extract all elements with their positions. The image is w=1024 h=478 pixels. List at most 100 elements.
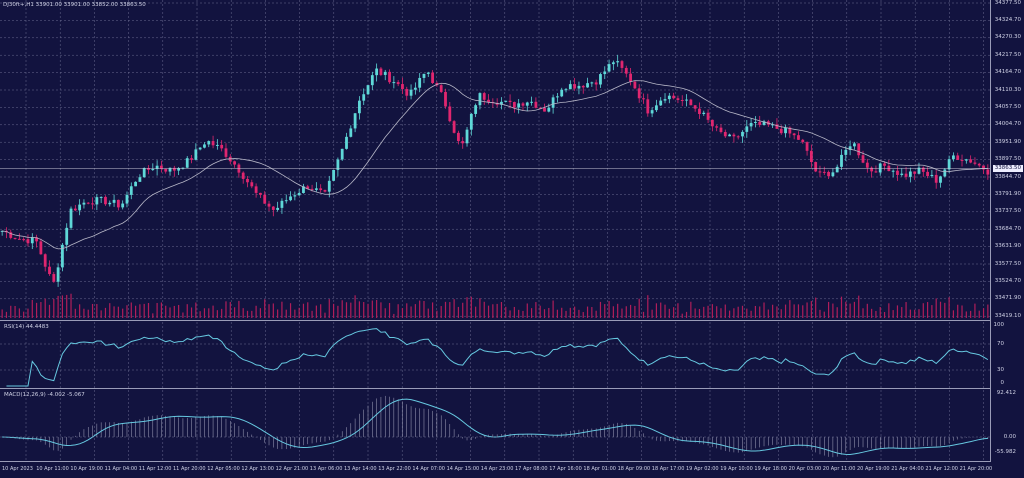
volume-bar (264, 299, 266, 318)
volume-bar (871, 308, 873, 318)
candle-body (392, 82, 396, 84)
candle-body (715, 126, 719, 128)
volume-bar (14, 305, 16, 318)
volume-bar (737, 306, 739, 318)
candle-body (211, 141, 215, 146)
candle-body (323, 190, 327, 192)
price-tick-label: 34110.30 (994, 86, 1021, 93)
candle-body (332, 169, 335, 181)
candle-body (310, 188, 314, 190)
candle-body (693, 105, 697, 109)
volume-bar (53, 298, 55, 318)
volume-bar (294, 309, 296, 318)
price-tick-label: 33419.10 (994, 312, 1021, 319)
volume-bar (957, 304, 959, 318)
price-tick-label: 34164.70 (994, 69, 1021, 76)
volume-bar (487, 305, 490, 318)
volume-bar (522, 310, 524, 318)
candle-body (388, 71, 391, 83)
volume-bar (143, 303, 145, 318)
volume-bar (152, 313, 154, 318)
candle-body (586, 83, 589, 88)
volume-bar (901, 307, 903, 318)
volume-bar (926, 302, 929, 318)
volume-bar (875, 310, 877, 318)
volume-bar (526, 303, 528, 318)
candle-body (426, 72, 430, 74)
volume-bar (556, 309, 559, 318)
candle-body (801, 139, 805, 143)
volume-bar (690, 301, 692, 318)
volume-bar (505, 306, 507, 318)
candle-body (198, 147, 202, 150)
volume-bar (444, 301, 447, 318)
volume-bar (134, 305, 137, 318)
time-tick-label: 12 Apr 13:00 (241, 466, 274, 472)
time-tick-label: 11 Apr 12:00 (138, 466, 172, 472)
volume-bar (216, 310, 218, 318)
candle-body (95, 197, 99, 205)
candle-body (215, 144, 219, 146)
candle-body (581, 85, 585, 88)
candle-body (349, 128, 353, 137)
price-tick-label: 33897.50 (994, 156, 1021, 163)
candle-body (26, 239, 30, 244)
candle-body (56, 267, 60, 282)
candle-body (758, 121, 762, 125)
volume-bar (229, 301, 231, 318)
candle-body (865, 162, 869, 168)
candle-body (448, 106, 452, 122)
symbol-info: DJ30ft+,H1 33901.00 33901.00 33852.00 33… (3, 2, 146, 8)
volume-bar (315, 305, 317, 318)
rsi-tick-label: 0 (1000, 380, 1005, 386)
candle-body (719, 127, 723, 132)
candle-body (495, 102, 499, 105)
volume-bar (91, 303, 94, 318)
price-tick-label: 34217.50 (994, 51, 1021, 58)
time-tick-label: 21 Apr 20:00 (959, 466, 993, 472)
rsi-tick-label: 100 (993, 322, 1005, 328)
time-tick-label: 12 Apr 21:00 (275, 466, 309, 472)
volume-bar (638, 298, 640, 318)
candle-body (469, 113, 473, 130)
candle-body (547, 107, 551, 112)
volume-bar (178, 304, 180, 318)
price-tick-label: 33737.50 (994, 208, 1021, 215)
candle-body (370, 75, 374, 86)
volume-bar (784, 304, 787, 318)
candle-body (271, 206, 275, 210)
volume-bar (582, 312, 584, 318)
time-tick-label: 20 Apr 11:00 (822, 466, 856, 472)
volume-bar (763, 302, 765, 318)
volume-bar (651, 309, 653, 318)
volume-bar (277, 309, 279, 318)
rsi-tick-label: 70 (997, 340, 1004, 347)
candle-body (452, 121, 456, 133)
candle-body (375, 68, 379, 76)
volume-bar (307, 302, 309, 318)
volume-bar (711, 304, 713, 318)
candle-body (91, 203, 94, 205)
candle-body (874, 171, 878, 173)
candle-body (465, 129, 469, 144)
volume-bar (268, 304, 270, 318)
volume-bar (496, 303, 498, 318)
candle-body (939, 176, 942, 183)
time-tick-label: 10 Apr 2023 (2, 466, 33, 472)
volume-bar (302, 303, 305, 318)
candle-body (422, 73, 426, 78)
volume-bar (629, 304, 632, 318)
volume-bar (608, 301, 610, 318)
volume-bar (87, 309, 89, 318)
volume-bar (225, 301, 227, 318)
candle-body (504, 100, 508, 102)
candle-body (840, 154, 843, 167)
volume-bar (883, 312, 886, 318)
candle-body (913, 171, 917, 174)
volume-bar (806, 302, 808, 318)
candle-body (151, 169, 155, 171)
candle-body (379, 68, 383, 75)
volume-bar (767, 309, 769, 318)
candle-body (771, 124, 775, 126)
